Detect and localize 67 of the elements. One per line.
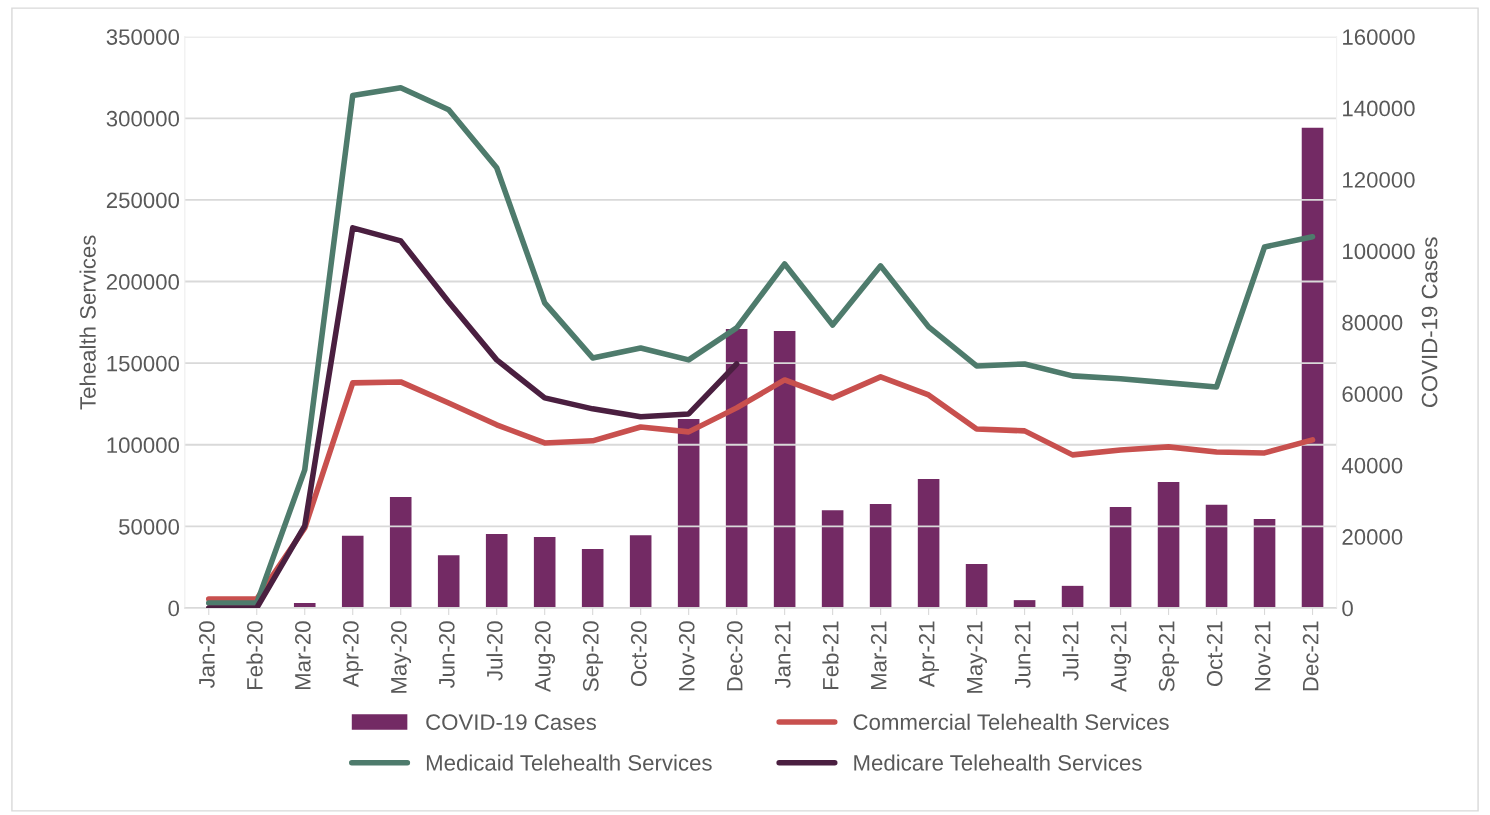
x-tick-label: Feb-20 (246, 621, 263, 690)
x-tick-label: Nov-21 (1254, 621, 1271, 691)
x-tick-label: Nov-20 (678, 621, 695, 691)
x-tick-label: Jul-21 (1062, 621, 1079, 681)
bar (389, 496, 412, 608)
legend-label: Commercial Telehealth Services (853, 713, 1169, 731)
x-tick-label: Apr-20 (342, 621, 364, 688)
x-tick-label: Jan-20 (198, 621, 215, 689)
bar (1157, 481, 1180, 608)
y-tick-label: 250000 (106, 192, 180, 209)
bar (1061, 585, 1084, 608)
bar (581, 549, 604, 608)
x-tick-label: Apr-21 (918, 621, 939, 688)
x-tick-label: Jun-21 (1014, 621, 1031, 689)
y-tick-label: 100000 (107, 437, 180, 454)
legend-label: Medicare Telehealth Services (854, 754, 1142, 771)
bar (1253, 519, 1276, 608)
bar (533, 536, 556, 608)
bar (821, 510, 844, 608)
legend-label: Medicaid Telehealth Services (426, 754, 712, 771)
y-tick-label: 50000 (119, 518, 180, 535)
x-tick-label: Aug-21 (1110, 621, 1131, 693)
y-tick-label: 0 (168, 600, 180, 617)
x-tick-label: Oct-21 (1206, 621, 1223, 687)
y-tick-label: 350000 (106, 29, 180, 45)
y-axis-title: Tehealth Services (79, 235, 96, 410)
y2-axis-title: COVID-19 Cases (1421, 237, 1438, 408)
x-tick-label: Mar-21 (870, 621, 887, 690)
x-tick-label: Mar-20 (294, 621, 311, 690)
bar (437, 555, 460, 608)
bar (1205, 504, 1228, 608)
bar (917, 479, 940, 608)
x-tick-label: May-21 (966, 621, 987, 693)
bar (485, 534, 508, 608)
y2-tick-label: 140000 (1343, 100, 1415, 117)
y2-tick-label: 100000 (1343, 243, 1415, 260)
y2-tick-label: 80000 (1342, 314, 1403, 331)
x-tick-label: Dec-20 (726, 621, 743, 691)
bar (341, 535, 364, 608)
x-tick-label: Sep-21 (1158, 621, 1179, 692)
x-tick-label: Jan-21 (774, 621, 791, 689)
x-tick-label: Aug-20 (534, 621, 556, 693)
y2-tick-label: 60000 (1342, 386, 1403, 403)
y-tick-label: 150000 (107, 355, 180, 372)
y2-tick-label: 120000 (1343, 172, 1415, 188)
x-tick-label: Dec-21 (1302, 621, 1319, 691)
x-tick-label: Feb-21 (822, 621, 839, 690)
y2-tick-label: 0 (1342, 600, 1353, 617)
bar (629, 535, 652, 608)
y2-tick-label: 160000 (1343, 29, 1415, 45)
bar (965, 564, 988, 608)
y-tick-label: 300000 (106, 110, 180, 127)
x-tick-label: Jun-20 (438, 621, 455, 689)
x-tick-label: May-20 (390, 621, 412, 693)
x-tick-label: Jul-20 (486, 621, 503, 681)
x-tick-label: Sep-20 (582, 621, 604, 692)
bar (1109, 506, 1132, 608)
bar (869, 504, 892, 608)
y2-tick-label: 20000 (1342, 529, 1403, 545)
bar (1301, 127, 1324, 608)
bar (773, 330, 796, 608)
x-tick-label: Oct-20 (630, 621, 647, 687)
bar (677, 419, 700, 608)
y-tick-label: 200000 (106, 274, 180, 290)
bar (725, 329, 748, 608)
legend-label: COVID-19 Cases (426, 714, 596, 731)
y2-tick-label: 40000 (1341, 457, 1403, 474)
